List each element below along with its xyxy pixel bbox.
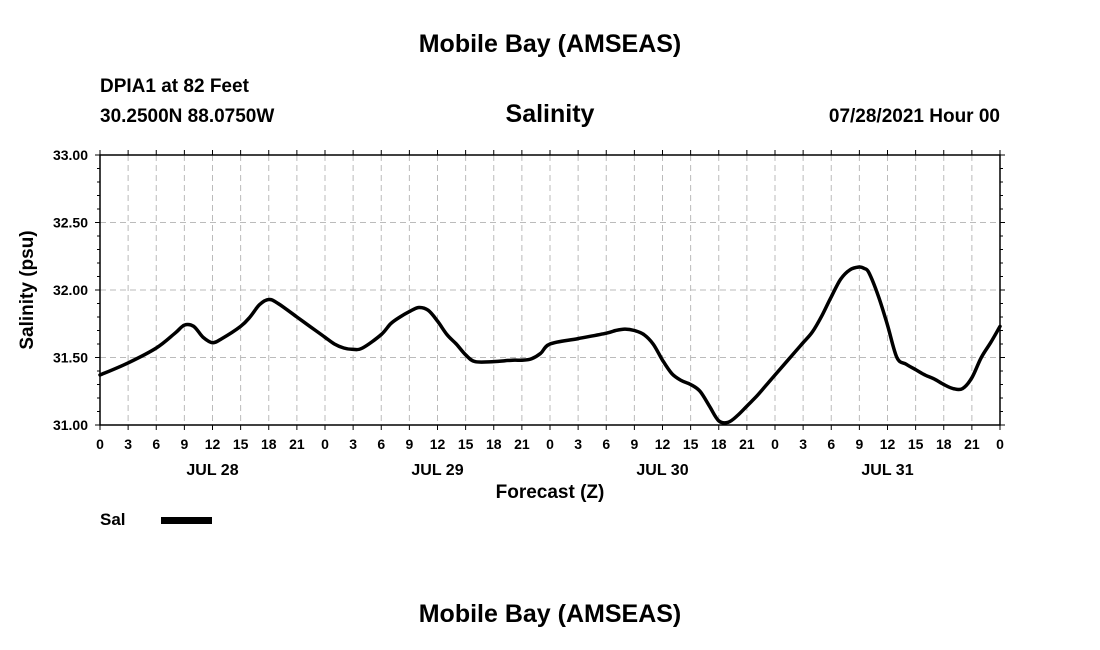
station-name-depth: DPIA1 at 82 Feet xyxy=(100,76,249,97)
page-title: Mobile Bay (AMSEAS) xyxy=(418,30,682,58)
x-tick-label: 12 xyxy=(205,436,221,452)
x-tick-label: 3 xyxy=(349,436,357,452)
y-tick-label: 33.00 xyxy=(53,147,88,163)
x-tick-label: 18 xyxy=(486,436,502,452)
x-day-label: JUL 31 xyxy=(861,462,913,479)
x-tick-label: 21 xyxy=(514,436,530,452)
x-tick-label: 18 xyxy=(711,436,727,452)
x-tick-label: 0 xyxy=(96,436,104,452)
x-tick-label: 12 xyxy=(430,436,446,452)
series-line-sal xyxy=(98,265,1002,425)
plot-frame xyxy=(99,154,1001,426)
x-tick-label: 0 xyxy=(996,436,1004,452)
x-tick-label: 0 xyxy=(771,436,779,452)
x-axis-label: Forecast (Z) xyxy=(495,482,605,503)
x-tick-label: 18 xyxy=(936,436,952,452)
x-tick-label: 6 xyxy=(377,436,385,452)
chart-grid xyxy=(100,155,1000,425)
x-tick-label: 18 xyxy=(261,436,277,452)
x-tick-label: 12 xyxy=(655,436,671,452)
x-tick-label: 21 xyxy=(739,436,755,452)
x-tick-label: 0 xyxy=(321,436,329,452)
chart-series xyxy=(98,265,1002,425)
x-tick-label: 9 xyxy=(180,436,188,452)
x-tick-label: 12 xyxy=(880,436,896,452)
x-tick-label: 9 xyxy=(405,436,413,452)
y-tick-label: 32.00 xyxy=(53,282,88,298)
x-tick-label: 6 xyxy=(827,436,835,452)
x-tick-label: 3 xyxy=(799,436,807,452)
x-tick-label: 3 xyxy=(574,436,582,452)
x-tick-label: 6 xyxy=(602,436,610,452)
x-tick-label: 21 xyxy=(964,436,980,452)
chart-labels: 31.00 31.50 32.00 32.50 33.00 0 3 6 9 12 15 18 21 0 3 6… xyxy=(53,147,1004,479)
footer-title: Mobile Bay (AMSEAS) xyxy=(418,600,682,628)
x-tick-label: 21 xyxy=(289,436,305,452)
x-day-label: JUL 29 xyxy=(411,462,463,479)
legend-swatch-sal xyxy=(161,517,212,524)
y-tick-label: 32.50 xyxy=(53,215,88,231)
x-tick-label: 0 xyxy=(546,436,554,452)
forecast-timestamp: 07/28/2021 Hour 00 xyxy=(828,106,1000,127)
x-tick-label: 9 xyxy=(630,436,638,452)
station-coords: 30.2500N 88.0750W xyxy=(100,106,275,127)
x-tick-label: 9 xyxy=(855,436,863,452)
y-tick-label: 31.50 xyxy=(53,350,88,366)
x-day-label: JUL 28 xyxy=(186,462,238,479)
x-tick-label: 15 xyxy=(233,436,249,452)
x-day-label: JUL 30 xyxy=(636,462,688,479)
chart-title: Salinity xyxy=(505,100,595,128)
x-tick-label: 3 xyxy=(124,436,132,452)
x-tick-label: 15 xyxy=(683,436,699,452)
x-tick-label: 15 xyxy=(908,436,924,452)
x-tick-label: 6 xyxy=(152,436,160,452)
x-tick-label: 15 xyxy=(458,436,474,452)
legend-label: Sal xyxy=(100,510,126,529)
y-axis-label: Salinity (psu) xyxy=(17,230,38,350)
y-tick-label: 31.00 xyxy=(53,417,88,433)
chart-axes xyxy=(95,150,1005,430)
